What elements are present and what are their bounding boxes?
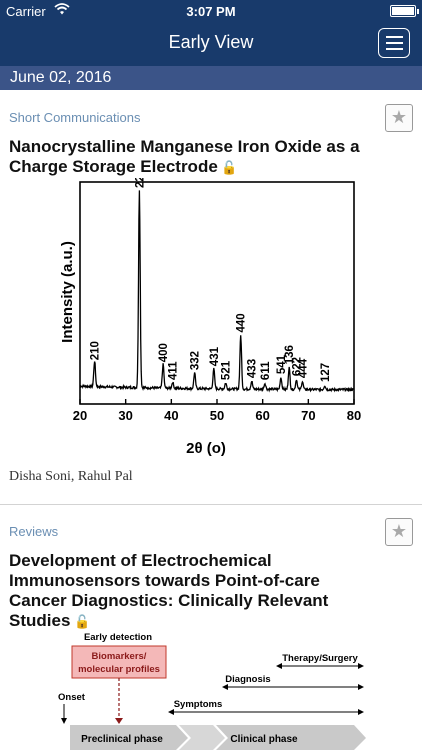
chart-frame — [79, 181, 355, 405]
peak-label: 622 — [291, 357, 303, 376]
x-tick-label: 70 — [301, 408, 315, 423]
x-tick-label: 60 — [255, 408, 269, 423]
divider — [0, 504, 422, 505]
hamburger-icon — [386, 36, 403, 38]
x-tick-label: 40 — [164, 408, 178, 423]
x-axis-label: 2θ (o) — [186, 440, 226, 457]
peak-label: 222 — [134, 178, 146, 188]
peak-label: 127 — [320, 363, 332, 382]
x-tick-label: 30 — [118, 408, 132, 423]
peak-label: 411 — [168, 361, 180, 380]
wifi-icon — [54, 2, 70, 19]
open-access-lock-icon: 🔓 — [70, 614, 91, 629]
onset-label: Onset — [58, 692, 86, 703]
peak-label: 433 — [247, 359, 259, 378]
preclinical-phase-label: Preclinical phase — [81, 734, 163, 745]
symptoms-label: Symptoms — [174, 699, 223, 710]
peak-label: 400 — [158, 343, 170, 362]
peak-label: 440 — [236, 313, 248, 332]
peak-label: 521 — [221, 360, 233, 380]
y-axis-label: Intensity (a.u.) — [59, 241, 76, 343]
diagnosis-label: Diagnosis — [225, 674, 270, 685]
date-header: June 02, 2016 — [0, 66, 422, 90]
article-title[interactable]: Nanocrystalline Manganese Iron Oxide as … — [9, 137, 379, 178]
favorite-button[interactable]: ★ — [385, 518, 413, 546]
star-icon: ★ — [390, 521, 408, 541]
plot-area — [79, 181, 355, 405]
star-icon: ★ — [390, 107, 408, 127]
diagnosis-timeline-figure: Early detection Biomarkers/ molecular pr… — [58, 632, 366, 750]
biomarkers-label: molecular profiles — [78, 664, 160, 675]
x-tick-label: 20 — [73, 408, 87, 423]
peak-label: 541 — [276, 354, 288, 374]
status-bar: Carrier 3:07 PM — [0, 0, 422, 22]
article-title-text: Development of Electrochemical Immunosen… — [9, 551, 329, 630]
article-authors: Disha Soni, Rahul Pal — [9, 469, 133, 484]
peak-label: 136 — [284, 345, 296, 364]
chart-series-line — [79, 190, 355, 393]
navigation-bar: Carrier 3:07 PM Early View — [0, 0, 422, 66]
peak-label: 611 — [260, 361, 272, 380]
page-title: Early View — [168, 32, 254, 52]
preclinical-phase-arrow — [70, 725, 188, 750]
x-tick-label: 50 — [210, 408, 224, 423]
article-title[interactable]: Development of Electrochemical Immunosen… — [9, 551, 379, 632]
menu-button[interactable] — [378, 28, 410, 58]
early-detection-label: Early detection — [84, 632, 152, 643]
battery-icon — [390, 5, 419, 17]
section-label: Short Communications — [9, 110, 141, 125]
clinical-phase-label: Clinical phase — [230, 734, 298, 745]
peak-label: 444 — [297, 358, 309, 378]
carrier-label: Carrier — [6, 4, 46, 19]
biomarkers-label: Biomarkers/ — [92, 651, 147, 662]
section-label: Reviews — [9, 524, 59, 539]
x-tick-label: 80 — [347, 408, 361, 423]
clinical-phase-arrow — [216, 725, 366, 750]
open-access-lock-icon: 🔓 — [217, 160, 238, 175]
peak-label: 431 — [209, 346, 221, 366]
status-time: 3:07 PM — [186, 4, 236, 19]
peak-label: 332 — [190, 351, 202, 370]
peak-label: 210 — [90, 341, 102, 360]
therapy-label: Therapy/Surgery — [282, 653, 358, 664]
favorite-button[interactable]: ★ — [385, 104, 413, 132]
article-title-text: Nanocrystalline Manganese Iron Oxide as … — [9, 137, 360, 176]
